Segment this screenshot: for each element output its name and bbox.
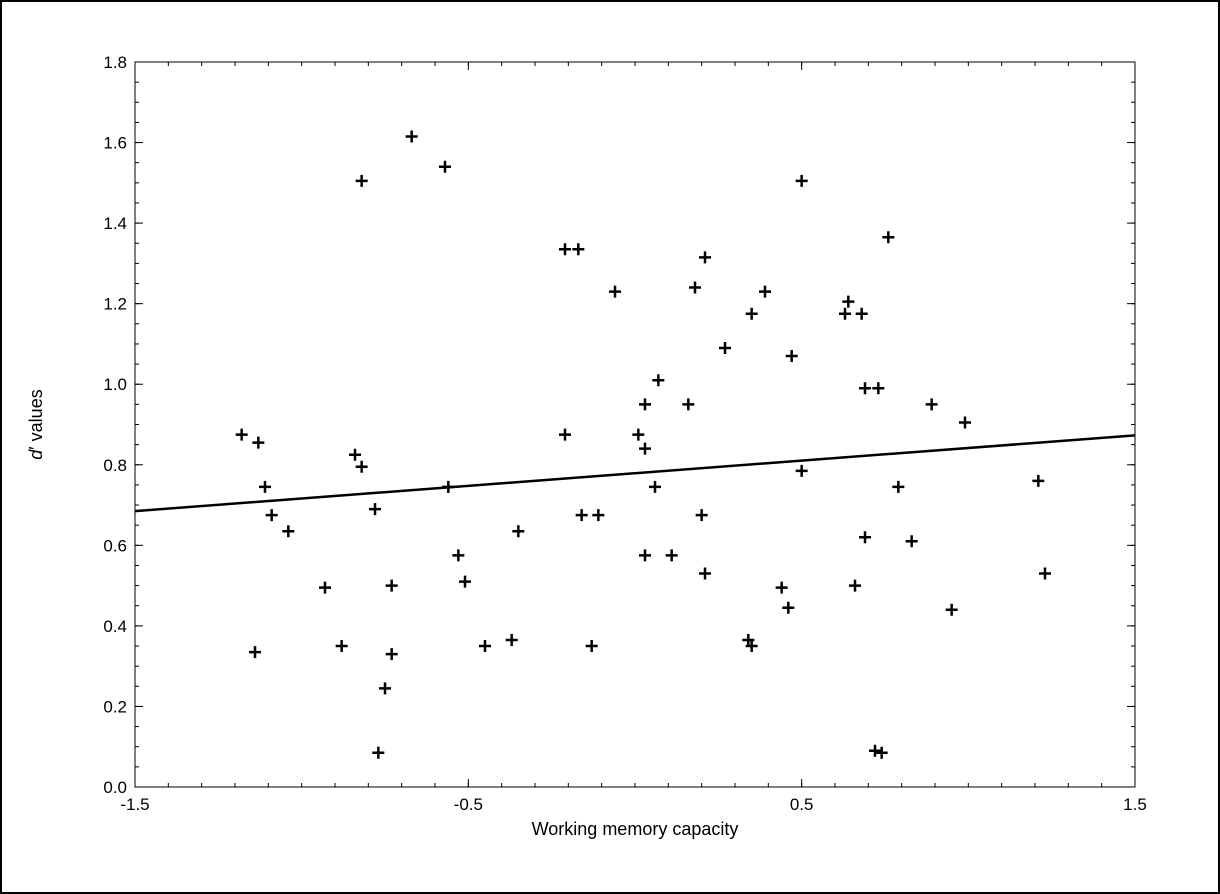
data-point (859, 382, 871, 395)
fit-line-group (134, 434, 1136, 513)
y-tick-label: 0.8 (103, 456, 127, 475)
data-point (869, 744, 881, 757)
data-point (505, 633, 518, 646)
data-point (665, 549, 678, 562)
y-tick-label: 1.8 (103, 53, 127, 72)
data-point (839, 307, 851, 320)
data-point (349, 448, 361, 461)
data-point (252, 436, 265, 449)
x-axis-title: Working memory capacity (532, 819, 739, 839)
data-point (859, 531, 871, 544)
data-point (442, 480, 455, 493)
x-tick-label: 0.5 (790, 795, 814, 814)
data-point (609, 285, 621, 298)
y-axis-title-suffix: values (26, 389, 46, 446)
data-point (405, 130, 418, 143)
data-point (639, 549, 651, 562)
x-tick-label: 1.5 (1123, 795, 1147, 814)
data-point (379, 682, 391, 695)
data-point (452, 549, 465, 562)
data-point (249, 646, 261, 659)
data-point (335, 640, 348, 653)
data-point (842, 295, 855, 308)
data-point (592, 509, 605, 522)
data-point (385, 579, 398, 592)
data-point (959, 416, 971, 429)
data-point (355, 460, 368, 473)
data-point (512, 525, 525, 538)
data-point (742, 633, 755, 646)
data-point (882, 231, 895, 244)
data-point (559, 428, 571, 441)
data-point (892, 480, 905, 493)
data-point (355, 174, 368, 187)
data-point (372, 746, 385, 759)
data-point (699, 251, 711, 264)
data-point (695, 509, 708, 522)
data-point (905, 535, 918, 548)
data-point (1039, 567, 1051, 580)
regression-line (134, 434, 1136, 513)
data-point (945, 603, 958, 616)
data-point (925, 398, 938, 411)
data-point (265, 509, 278, 522)
data-point (785, 350, 798, 363)
y-tick-label: 0.6 (103, 536, 127, 555)
minor-ticks (135, 62, 1135, 787)
data-point (775, 581, 788, 594)
points-group (235, 130, 1051, 759)
y-tick-label: 1.4 (103, 214, 127, 233)
data-point (572, 243, 585, 256)
data-point (585, 640, 598, 653)
data-point (745, 307, 758, 320)
y-tick-label: 1.2 (103, 295, 127, 314)
data-point (795, 464, 808, 477)
data-point (439, 160, 451, 173)
x-tick-label: -0.5 (454, 795, 483, 814)
y-tick-label: 1.6 (103, 134, 127, 153)
data-point (719, 341, 731, 354)
data-point (385, 648, 398, 661)
data-point (479, 640, 491, 653)
tick-labels: -1.5 -0.5 0.5 1.5 0.0 0.2 0.4 0.6 0.8 1.0 1.2 1.4 1.… (103, 53, 1146, 814)
data-point (682, 398, 695, 411)
y-tick-label: 0.4 (103, 617, 127, 636)
data-point (652, 374, 665, 387)
data-point (282, 525, 295, 538)
data-point (639, 398, 651, 411)
data-point (235, 428, 248, 441)
y-axis-title: d′ values (26, 389, 46, 459)
major-ticks (134, 61, 1136, 788)
y-tick-label: 0.2 (103, 697, 127, 716)
data-point (689, 281, 701, 294)
data-point (759, 285, 771, 298)
data-point (319, 581, 331, 594)
data-point (649, 480, 661, 493)
plot-area-border (134, 61, 1136, 788)
data-point (559, 243, 571, 256)
data-point (795, 174, 808, 187)
data-point (259, 480, 271, 493)
y-axis-title-mark: ′ (26, 446, 46, 450)
data-point (745, 640, 758, 653)
data-point (1032, 474, 1045, 487)
x-tick-label: -1.5 (120, 795, 149, 814)
y-tick-label: 1.0 (103, 375, 127, 394)
y-axis-title-prefix: d (26, 449, 46, 460)
data-point (575, 509, 588, 522)
data-point (872, 382, 885, 395)
data-point (855, 307, 868, 320)
data-point (849, 579, 861, 592)
data-point (632, 428, 645, 441)
data-point (699, 567, 711, 580)
data-point (639, 442, 651, 455)
data-point (459, 575, 471, 588)
data-point (369, 503, 381, 516)
data-point (875, 746, 888, 759)
y-tick-label: 0.0 (103, 778, 127, 797)
data-point (782, 601, 795, 614)
